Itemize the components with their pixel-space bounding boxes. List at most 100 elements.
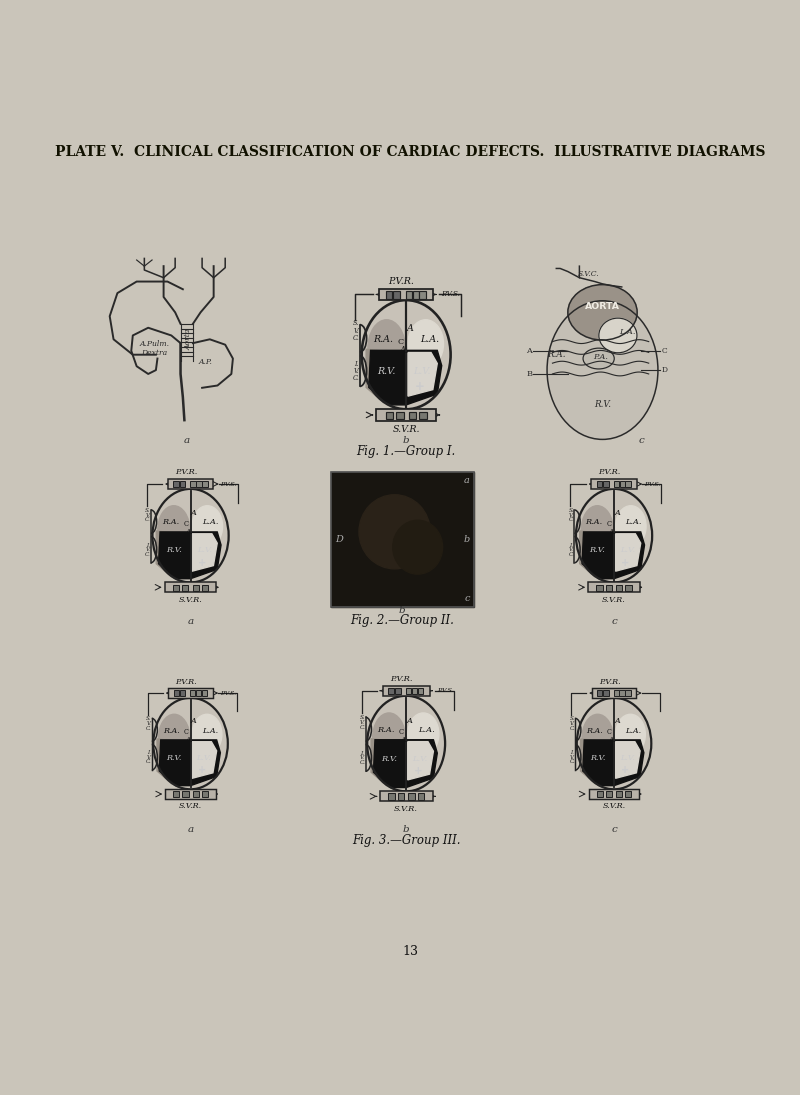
Text: S.V.R.: S.V.R.	[602, 803, 626, 810]
Text: +: +	[622, 557, 630, 567]
Text: D: D	[661, 366, 667, 374]
Bar	[196, 481, 202, 487]
Text: +: +	[198, 557, 206, 567]
Bar	[606, 585, 612, 590]
Wedge shape	[153, 497, 190, 574]
Wedge shape	[367, 704, 406, 783]
Text: P.V.R.: P.V.R.	[598, 469, 621, 476]
Text: C: C	[183, 520, 189, 528]
Polygon shape	[371, 739, 407, 785]
Bar	[418, 688, 423, 694]
Text: S.V.R.: S.V.R.	[179, 803, 202, 810]
Text: P.A.: P.A.	[594, 353, 609, 361]
Text: R.V.: R.V.	[378, 367, 396, 377]
Text: R.V.: R.V.	[166, 546, 182, 554]
Wedge shape	[362, 310, 406, 400]
Text: R.A.: R.A.	[373, 335, 393, 344]
Bar	[406, 291, 412, 299]
Ellipse shape	[577, 698, 651, 789]
FancyBboxPatch shape	[382, 685, 430, 695]
FancyBboxPatch shape	[376, 410, 436, 420]
Text: S.V.R.: S.V.R.	[393, 425, 420, 434]
Text: L.A.: L.A.	[202, 727, 218, 735]
Text: L.V.: L.V.	[197, 546, 212, 554]
Text: A: A	[190, 717, 197, 725]
Text: S.
V.
C.: S. V. C.	[146, 716, 152, 730]
Bar	[626, 690, 630, 696]
Text: Fig. 1.—Group I.: Fig. 1.—Group I.	[357, 445, 456, 458]
FancyBboxPatch shape	[380, 792, 433, 802]
Text: P.V.S.: P.V.S.	[441, 290, 460, 299]
FancyBboxPatch shape	[165, 583, 217, 592]
Polygon shape	[580, 531, 615, 577]
Bar	[395, 688, 401, 694]
Ellipse shape	[615, 714, 646, 754]
Bar	[331, 472, 474, 607]
Ellipse shape	[169, 698, 210, 789]
Bar	[202, 585, 208, 590]
Text: D: D	[335, 535, 343, 544]
Ellipse shape	[362, 300, 450, 410]
Bar	[619, 690, 625, 696]
Text: L.A.: L.A.	[418, 726, 434, 734]
Ellipse shape	[178, 702, 221, 785]
Ellipse shape	[583, 348, 614, 369]
Ellipse shape	[158, 506, 190, 554]
Text: a: a	[187, 618, 194, 626]
Bar	[406, 688, 411, 694]
Ellipse shape	[599, 319, 637, 353]
Text: A.: A.	[186, 736, 193, 744]
Text: b: b	[399, 606, 406, 614]
Bar	[625, 792, 631, 797]
Text: Fig. 3.—Group III.: Fig. 3.—Group III.	[352, 833, 461, 846]
Text: R.A.: R.A.	[547, 350, 566, 359]
Wedge shape	[190, 497, 229, 574]
Bar	[626, 585, 632, 590]
FancyBboxPatch shape	[379, 289, 433, 300]
Ellipse shape	[153, 488, 229, 583]
Polygon shape	[156, 531, 191, 577]
Ellipse shape	[547, 301, 658, 439]
Text: Fig. 2.—Group II.: Fig. 2.—Group II.	[350, 614, 454, 627]
Ellipse shape	[601, 493, 646, 578]
Polygon shape	[192, 533, 218, 572]
Text: A.Pulm.
Dextra: A.Pulm. Dextra	[139, 341, 170, 357]
Ellipse shape	[359, 495, 430, 569]
Polygon shape	[158, 532, 221, 578]
Bar	[409, 412, 416, 419]
Text: I.
V.
C.: I. V. C.	[569, 543, 574, 556]
Text: A.: A.	[185, 528, 193, 535]
Text: S.
V.
C.: S. V. C.	[145, 508, 150, 522]
Text: L.V.: L.V.	[414, 367, 431, 377]
Bar	[597, 481, 602, 487]
Text: R.A.: R.A.	[162, 518, 179, 527]
Bar	[193, 585, 199, 590]
Text: L.V.: L.V.	[413, 754, 428, 763]
Text: L.V.: L.V.	[197, 754, 211, 762]
Text: +: +	[414, 380, 424, 393]
Bar	[179, 481, 185, 487]
Text: c: c	[611, 826, 617, 834]
Ellipse shape	[154, 698, 228, 789]
Polygon shape	[374, 740, 438, 787]
Text: C: C	[662, 347, 667, 355]
Text: R.A.: R.A.	[586, 727, 603, 735]
Text: C: C	[607, 520, 612, 528]
Bar	[388, 688, 394, 694]
Bar	[614, 690, 619, 696]
Text: L.V.: L.V.	[620, 754, 635, 762]
Text: A.P.: A.P.	[198, 358, 212, 367]
Ellipse shape	[582, 506, 614, 554]
Bar	[180, 690, 186, 696]
Bar	[616, 585, 622, 590]
Bar	[619, 481, 625, 487]
Bar	[174, 792, 179, 797]
Text: A: A	[406, 716, 412, 725]
Text: C: C	[183, 728, 189, 737]
Bar	[606, 792, 612, 797]
Bar	[413, 291, 419, 299]
Text: 13: 13	[402, 945, 418, 958]
Text: b: b	[463, 535, 470, 544]
Bar	[202, 481, 207, 487]
Wedge shape	[406, 310, 450, 400]
